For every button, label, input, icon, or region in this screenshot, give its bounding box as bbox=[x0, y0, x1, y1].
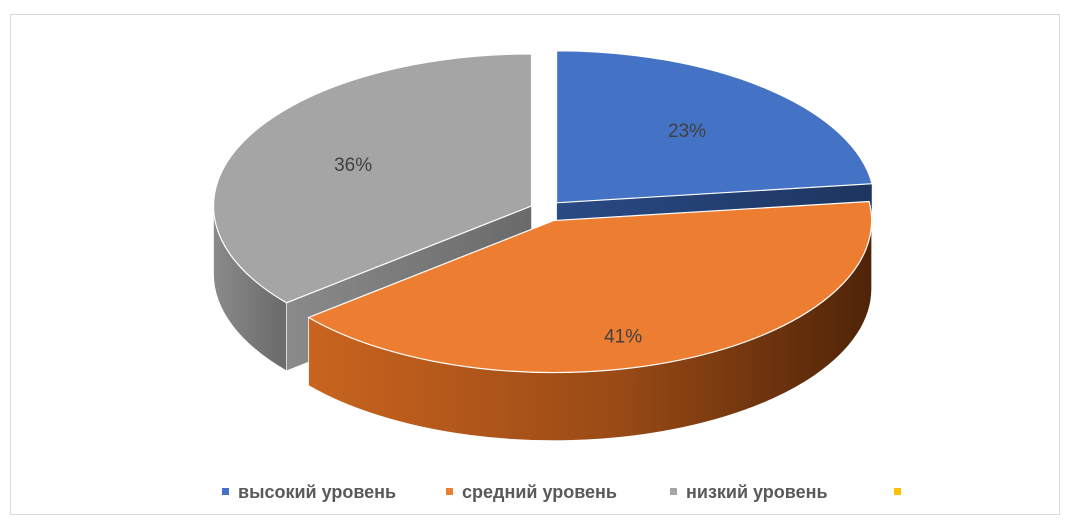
legend-item-extra bbox=[894, 488, 901, 495]
legend-swatch-medium bbox=[446, 488, 453, 495]
data-label-medium: 41% bbox=[604, 326, 642, 347]
slice-medium bbox=[307, 200, 873, 441]
slice-medium-top bbox=[307, 200, 873, 374]
slice-high-top bbox=[555, 50, 873, 204]
legend-swatch-low bbox=[670, 488, 677, 495]
legend-item-medium: средний уровень bbox=[446, 482, 617, 502]
pie-slices bbox=[212, 50, 873, 441]
legend-swatch-extra bbox=[894, 488, 901, 495]
slice-low-top bbox=[212, 53, 533, 304]
legend-swatch-high bbox=[222, 488, 229, 495]
legend-item-high: высокий уровень bbox=[222, 482, 396, 502]
data-label-high: 23% bbox=[668, 121, 706, 142]
legend-label-medium: средний уровень bbox=[462, 482, 617, 502]
legend: высокий уровень средний уровень низкий уро… bbox=[222, 482, 901, 502]
legend-label-low: низкий уровень bbox=[686, 482, 828, 502]
data-label-low: 36% bbox=[334, 155, 372, 176]
legend-label-high: высокий уровень bbox=[238, 482, 396, 502]
data-labels: 23% 41% 36% bbox=[334, 121, 706, 347]
legend-item-low: низкий уровень bbox=[670, 482, 828, 502]
